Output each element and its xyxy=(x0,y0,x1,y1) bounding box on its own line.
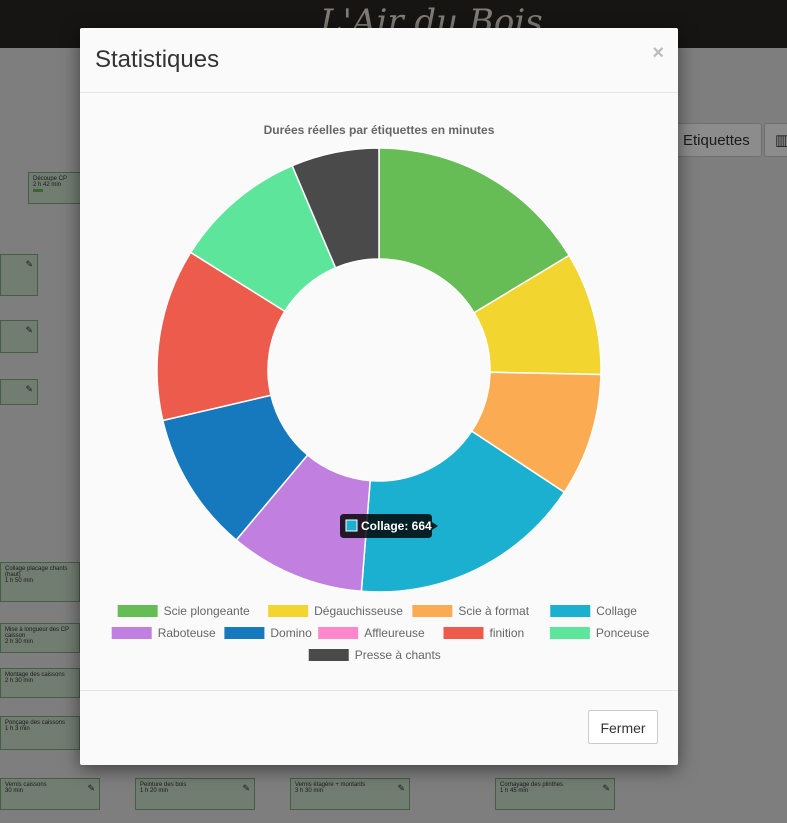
close-icon[interactable]: × xyxy=(652,42,664,64)
pencil-icon[interactable]: ✎ xyxy=(25,259,33,269)
modal-title: Statistiques xyxy=(95,46,220,73)
node-time: 30 min xyxy=(5,788,24,794)
node-time: 2 h 30 min xyxy=(5,678,34,684)
pencil-icon[interactable]: ✎ xyxy=(87,783,95,793)
node-time: 2 h 30 min xyxy=(5,639,34,645)
etiquettes-button[interactable]: Etiquettes xyxy=(672,123,762,157)
legend-label[interactable]: Scie à format xyxy=(458,604,529,618)
legend-swatch[interactable] xyxy=(412,605,453,617)
stats-button[interactable]: ▥ xyxy=(764,123,787,157)
node-label: Peinture des bois xyxy=(140,782,187,788)
workflow-node[interactable]: Collage placage chants (haut) 1 h 50 min xyxy=(0,562,80,602)
legend-swatch[interactable] xyxy=(550,605,591,617)
modal-header: Statistiques × xyxy=(80,28,678,93)
workflow-node[interactable]: Vernis étagère + montants 3 h 30 min ✎ xyxy=(290,778,410,810)
legend-swatch[interactable] xyxy=(224,627,265,639)
legend-label[interactable]: Affleureuse xyxy=(364,626,425,640)
workflow-node[interactable]: Montage des caissons 2 h 30 min xyxy=(0,668,80,698)
donut-chart: Durées réelles par étiquettes en minutes… xyxy=(111,123,650,662)
node-label: Collage placage chants (haut) xyxy=(5,566,68,578)
legend-swatch[interactable] xyxy=(268,605,309,617)
node-label: Découpe CP xyxy=(33,176,68,182)
node-time: 1 h 3 min xyxy=(5,726,30,732)
node-label: Vernis étagère + montants xyxy=(295,782,366,788)
statistics-modal: Statistiques × Durées réelles par étique… xyxy=(80,28,678,765)
legend-label[interactable]: Dégauchisseuse xyxy=(314,604,403,618)
legend-label[interactable]: Raboteuse xyxy=(158,626,216,640)
legend-label[interactable]: Presse à chants xyxy=(355,648,441,662)
node-label: Cornayage des plinthes xyxy=(500,782,564,788)
slice-scie-plongeante[interactable] xyxy=(378,147,571,314)
node-time: 2 h 42 min xyxy=(33,182,62,188)
node-time: 3 h 30 min xyxy=(295,788,324,794)
chart-legend: Scie plongeante Dégauchisseuse Scie à form… xyxy=(111,604,650,662)
tooltip-bubble xyxy=(340,514,438,538)
modal-footer: Fermer xyxy=(80,690,678,766)
chart-slices xyxy=(156,147,602,593)
node-time: 1 h 45 min xyxy=(500,788,529,794)
tag-bar xyxy=(33,189,43,192)
tooltip-text: Collage: 664 xyxy=(361,519,432,533)
tooltip-swatch xyxy=(345,519,358,532)
pencil-icon[interactable]: ✎ xyxy=(25,325,33,335)
legend-swatch[interactable] xyxy=(443,627,484,639)
legend-swatch[interactable] xyxy=(111,627,152,639)
slice-finition[interactable] xyxy=(156,251,286,422)
node-time: 1 h 50 min xyxy=(5,578,34,584)
node-time: 1 h 20 min xyxy=(140,788,169,794)
pencil-icon[interactable]: ✎ xyxy=(602,783,610,793)
legend-label[interactable]: Domino xyxy=(270,626,312,640)
legend-label[interactable]: Scie plongeante xyxy=(164,604,250,618)
workflow-node[interactable]: Cornayage des plinthes 1 h 45 min ✎ xyxy=(495,778,615,810)
node-label: Mise à longueur des CP caisson xyxy=(5,627,69,639)
slice-collage[interactable] xyxy=(360,430,566,593)
workflow-node[interactable]: Vernis caissons 30 min ✎ xyxy=(0,778,100,810)
workflow-node[interactable]: Ponçage des caissons 1 h 3 min xyxy=(0,716,80,750)
workflow-node[interactable]: Peinture des bois 1 h 20 min ✎ xyxy=(135,778,255,810)
slice-presse-chants[interactable] xyxy=(291,147,380,269)
chart-title: Durées réelles par étiquettes en minutes xyxy=(264,123,495,137)
chart-tooltip: Collage: 664 xyxy=(340,514,438,538)
legend-label[interactable]: finition xyxy=(490,626,525,640)
node-label: Vernis caissons xyxy=(5,782,47,788)
legend-swatch[interactable] xyxy=(308,649,349,661)
workflow-node[interactable]: ✎ xyxy=(0,320,38,353)
fermer-button[interactable]: Fermer xyxy=(588,710,658,744)
pencil-icon[interactable]: ✎ xyxy=(242,783,250,793)
node-label: Montage des caissons xyxy=(5,672,65,678)
chart-icon: ▥ xyxy=(775,132,787,149)
legend-swatch[interactable] xyxy=(117,605,158,617)
node-label: Ponçage des caissons xyxy=(5,720,66,726)
legend-swatch[interactable] xyxy=(318,627,359,639)
pencil-icon[interactable]: ✎ xyxy=(25,384,33,394)
legend-label[interactable]: Collage xyxy=(596,604,637,618)
legend-label[interactable]: Ponceuse xyxy=(596,626,650,640)
legend-swatch[interactable] xyxy=(549,627,590,639)
pencil-icon[interactable]: ✎ xyxy=(397,783,405,793)
workflow-node[interactable]: ✎ xyxy=(0,254,38,296)
workflow-node[interactable]: Mise à longueur des CP caisson 2 h 30 min xyxy=(0,623,80,653)
workflow-node[interactable]: ✎ xyxy=(0,379,38,405)
